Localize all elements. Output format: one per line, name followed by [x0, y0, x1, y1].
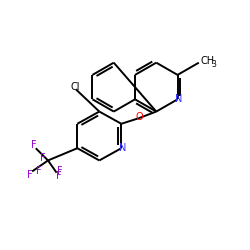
Text: F: F	[57, 166, 63, 176]
Text: 3: 3	[212, 60, 216, 69]
Text: Cl: Cl	[70, 82, 80, 92]
Text: F: F	[27, 170, 33, 180]
Text: F: F	[36, 166, 41, 176]
Text: F: F	[56, 171, 61, 181]
Text: CH: CH	[200, 56, 214, 66]
Text: F: F	[40, 152, 46, 162]
Text: N: N	[119, 143, 126, 153]
Text: N: N	[175, 94, 182, 104]
Text: F: F	[31, 140, 37, 149]
Text: O: O	[136, 112, 143, 122]
